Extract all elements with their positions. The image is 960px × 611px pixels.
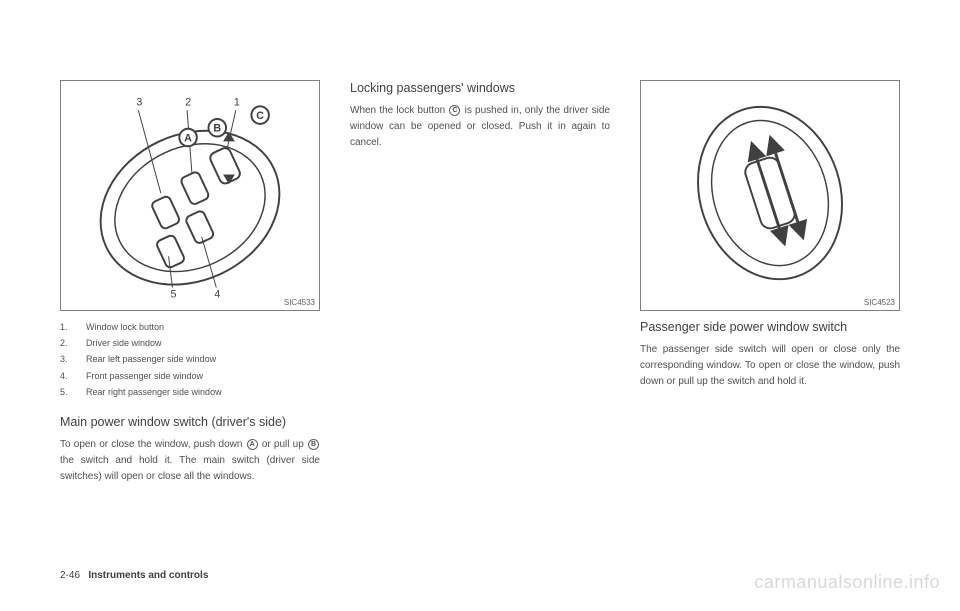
column-1: 3 2 1 5 4 A B C xyxy=(60,80,320,581)
figure-passenger-switch: SIC4523 xyxy=(640,80,900,311)
svg-text:4: 4 xyxy=(214,288,220,300)
subheading-passenger: Passenger side power window switch xyxy=(640,319,900,336)
driver-switch-diagram: 3 2 1 5 4 A B C xyxy=(61,81,319,305)
figure-code: SIC4533 xyxy=(284,298,315,307)
svg-text:3: 3 xyxy=(136,96,142,108)
svg-text:2: 2 xyxy=(185,96,191,108)
legend-list: 1.Window lock button 2.Driver side windo… xyxy=(60,319,320,400)
passenger-switch-diagram xyxy=(641,81,899,305)
column-3: SIC4523 Passenger side power window swit… xyxy=(640,80,900,581)
subheading-main-switch: Main power window switch (driver's side) xyxy=(60,414,320,431)
manual-page: 3 2 1 5 4 A B C xyxy=(0,0,960,611)
svg-text:C: C xyxy=(256,110,264,122)
legend-item: 4.Front passenger side window xyxy=(60,368,320,384)
circled-a-icon: A xyxy=(247,439,258,450)
legend-item: 5.Rear right passenger side window xyxy=(60,384,320,400)
circled-c-icon: C xyxy=(449,105,460,116)
legend-item: 2.Driver side window xyxy=(60,335,320,351)
page-number: 2-46 xyxy=(60,570,80,581)
svg-text:B: B xyxy=(213,123,221,135)
figure-code: SIC4523 xyxy=(864,298,895,307)
legend-item: 3.Rear left passenger side window xyxy=(60,351,320,367)
legend-item: 1.Window lock button xyxy=(60,319,320,335)
circled-b-icon: B xyxy=(308,439,319,450)
svg-text:5: 5 xyxy=(171,288,177,300)
svg-text:1: 1 xyxy=(234,96,240,108)
column-2: Locking passengers' windows When the loc… xyxy=(350,80,610,581)
page-footer: 2-46 Instruments and controls xyxy=(60,570,208,581)
section-title: Instruments and controls xyxy=(88,570,208,581)
svg-text:A: A xyxy=(184,132,192,144)
body-main-switch: To open or close the window, push down A… xyxy=(60,437,320,485)
subheading-locking: Locking passengers' windows xyxy=(350,80,610,97)
figure-driver-switch: 3 2 1 5 4 A B C xyxy=(60,80,320,311)
body-locking: When the lock button C is pushed in, onl… xyxy=(350,103,610,151)
body-passenger: The passenger side switch will open or c… xyxy=(640,342,900,390)
watermark: carmanualsonline.info xyxy=(754,572,940,593)
